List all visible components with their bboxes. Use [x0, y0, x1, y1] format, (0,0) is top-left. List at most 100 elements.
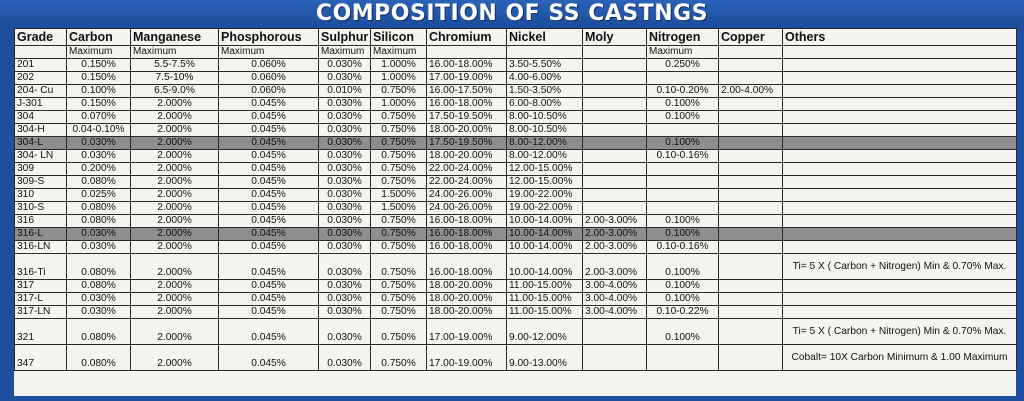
cell-carbon: 0.070%: [66, 110, 131, 124]
cell-phosphorous: 0.045%: [218, 279, 319, 293]
cell-manganese: 6.5-9.0%: [130, 84, 219, 98]
cell-copper: [718, 318, 783, 345]
cell-sulphur: 0.030%: [318, 162, 371, 176]
cell-chromium: 18.00-20.00%: [426, 279, 507, 293]
column-header-nickel: Nickel: [506, 28, 583, 46]
cell-silicon: 1.000%: [370, 71, 427, 85]
cell-manganese: 2.000%: [130, 188, 219, 202]
cell-chromium: 16.00-18.00%: [426, 214, 507, 228]
column-header-nitrogen: Nitrogen: [646, 28, 719, 46]
cell-silicon: 0.750%: [370, 162, 427, 176]
cell-moly: 3.00-4.00%: [582, 305, 647, 319]
cell-nickel: 12.00-15.00%: [506, 162, 583, 176]
cell-grade: 316-LN: [14, 240, 67, 254]
cell-carbon: 0.080%: [66, 318, 131, 345]
cell-manganese: 2.000%: [130, 292, 219, 306]
cell-nitrogen: [646, 71, 719, 85]
cell-moly: 2.00-3.00%: [582, 227, 647, 241]
cell-phosphorous: 0.045%: [218, 123, 319, 137]
subheader-cell: [506, 45, 583, 59]
cell-manganese: 2.000%: [130, 136, 219, 150]
cell-silicon: 0.750%: [370, 318, 427, 345]
cell-phosphorous: 0.045%: [218, 344, 319, 371]
cell-chromium: 18.00-20.00%: [426, 149, 507, 163]
cell-nickel: 10.00-14.00%: [506, 240, 583, 254]
cell-phosphorous: 0.045%: [218, 305, 319, 319]
cell-manganese: 2.000%: [130, 240, 219, 254]
page-title: COMPOSITION OF SS CASTNGS: [315, 1, 709, 26]
cell-carbon: 0.150%: [66, 58, 131, 72]
cell-manganese: 2.000%: [130, 175, 219, 189]
cell-carbon: 0.030%: [66, 240, 131, 254]
cell-carbon: 0.080%: [66, 253, 131, 280]
cell-others: [782, 214, 1017, 228]
cell-others: [782, 201, 1017, 215]
table-row: 304-H 0.04-0.10% 2.000% 0.045% 0.030% 0.750% 1…: [14, 123, 1017, 137]
cell-phosphorous: 0.060%: [218, 58, 319, 72]
table-row: 316-L 0.030% 2.000% 0.045% 0.030% 0.750% 16.00…: [14, 227, 1017, 241]
cell-grade: 304-H: [14, 123, 67, 137]
cell-chromium: 17.50-19.50%: [426, 136, 507, 150]
cell-sulphur: 0.030%: [318, 318, 371, 345]
cell-nitrogen: [646, 201, 719, 215]
cell-chromium: 17.00-19.00%: [426, 71, 507, 85]
cell-nickel: 8.00-10.50%: [506, 123, 583, 137]
cell-nickel: 4.00-6.00%: [506, 71, 583, 85]
cell-moly: [582, 175, 647, 189]
cell-carbon: 0.030%: [66, 305, 131, 319]
composition-table: Grade Carbon Manganese Phosphorous Sulphur Si…: [14, 28, 1017, 371]
cell-silicon: 0.750%: [370, 344, 427, 371]
cell-nitrogen: 0.100%: [646, 279, 719, 293]
cell-chromium: 16.00-18.00%: [426, 253, 507, 280]
cell-moly: [582, 71, 647, 85]
cell-chromium: 17.00-19.00%: [426, 318, 507, 345]
cell-carbon: 0.150%: [66, 97, 131, 111]
table-row: 317-LN 0.030% 2.000% 0.045% 0.030% 0.750% 18.0…: [14, 305, 1017, 319]
cell-others: [782, 71, 1017, 85]
table-row: 304 0.070% 2.000% 0.045% 0.030% 0.750% 17.50-1…: [14, 110, 1017, 124]
cell-manganese: 2.000%: [130, 123, 219, 137]
cell-phosphorous: 0.045%: [218, 175, 319, 189]
cell-carbon: 0.080%: [66, 214, 131, 228]
cell-silicon: 0.750%: [370, 149, 427, 163]
cell-copper: [718, 123, 783, 137]
cell-copper: [718, 344, 783, 371]
cell-manganese: 2.000%: [130, 214, 219, 228]
cell-chromium: 16.00-18.00%: [426, 97, 507, 111]
cell-chromium: 16.00-18.00%: [426, 227, 507, 241]
cell-nickel: 10.00-14.00%: [506, 253, 583, 280]
cell-grade: 321: [14, 318, 67, 345]
cell-others: [782, 149, 1017, 163]
cell-manganese: 2.000%: [130, 149, 219, 163]
cell-moly: [582, 136, 647, 150]
table-row: 304- LN 0.030% 2.000% 0.045% 0.030% 0.750% 18.…: [14, 149, 1017, 163]
subheader-cell: Maximum: [646, 45, 719, 59]
cell-others: [782, 227, 1017, 241]
column-header-others: Others: [782, 28, 1017, 46]
cell-manganese: 2.000%: [130, 227, 219, 241]
cell-sulphur: 0.030%: [318, 175, 371, 189]
cell-copper: [718, 136, 783, 150]
cell-sulphur: 0.030%: [318, 201, 371, 215]
cell-moly: 2.00-3.00%: [582, 240, 647, 254]
cell-moly: 3.00-4.00%: [582, 292, 647, 306]
cell-carbon: 0.080%: [66, 279, 131, 293]
cell-copper: [718, 240, 783, 254]
cell-carbon: 0.025%: [66, 188, 131, 202]
table-row: 316-LN 0.030% 2.000% 0.045% 0.030% 0.750% 16.0…: [14, 240, 1017, 254]
table-row: 317 0.080% 2.000% 0.045% 0.030% 0.750% 18.00-2…: [14, 279, 1017, 293]
cell-grade: 204- Cu: [14, 84, 67, 98]
cell-grade: 201: [14, 58, 67, 72]
cell-manganese: 2.000%: [130, 162, 219, 176]
cell-carbon: 0.030%: [66, 292, 131, 306]
table-row: 309 0.200% 2.000% 0.045% 0.030% 0.750% 22.00-2…: [14, 162, 1017, 176]
cell-copper: [718, 110, 783, 124]
cell-moly: [582, 188, 647, 202]
cell-grade: 310-S: [14, 201, 67, 215]
cell-moly: 2.00-3.00%: [582, 214, 647, 228]
cell-phosphorous: 0.045%: [218, 136, 319, 150]
cell-silicon: 1.000%: [370, 97, 427, 111]
cell-chromium: 16.00-18.00%: [426, 58, 507, 72]
cell-grade: 317-LN: [14, 305, 67, 319]
column-header-copper: Copper: [718, 28, 783, 46]
